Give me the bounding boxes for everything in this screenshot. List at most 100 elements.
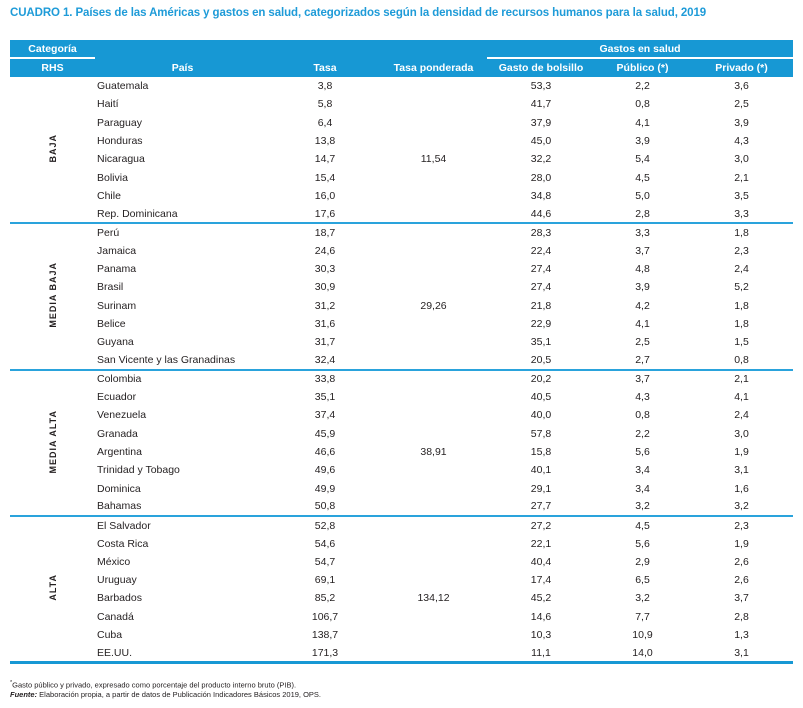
table-row: EE.UU. 171,3 11,1 14,0 3,1 — [10, 644, 793, 662]
table-row: MEDIA BAJA Perú 18,7 28,3 3,3 1,8 — [10, 223, 793, 328]
tasa-cell: 33,8 — [314, 373, 336, 386]
table-row: Panama 30,3 27,4 4,8 2,4 — [10, 260, 793, 278]
tasa-cell: 17,6 — [314, 207, 336, 220]
tasa-ponderada-cell — [380, 388, 487, 406]
table-row: Honduras 13,8 45,0 3,9 4,3 — [10, 132, 793, 150]
tasa-cell: 49,6 — [314, 464, 336, 477]
header-spacer — [95, 40, 487, 58]
gasto-bolsillo-cell: 27,4 — [530, 263, 552, 276]
gasto-bolsillo-cell: 35,1 — [530, 336, 552, 349]
table-group: MEDIA BAJA Perú 18,7 28,3 3,3 1,8 Jamaica 24,6 2… — [10, 223, 794, 370]
tasa-ponderada-cell — [380, 516, 487, 534]
privado-cell: 2,3 — [734, 519, 749, 532]
publico-cell: 0,8 — [635, 409, 650, 422]
tasa-cell: 6,4 — [317, 116, 333, 129]
privado-cell: 2,6 — [734, 555, 749, 568]
privado-cell: 2,1 — [734, 171, 749, 184]
table-row: Bolivia 15,4 28,0 4,5 2,1 — [10, 168, 793, 186]
gasto-bolsillo-cell: 11,1 — [531, 646, 551, 659]
privado-cell: 2,8 — [734, 610, 749, 623]
privado-cell: 3,2 — [734, 500, 749, 513]
publico-cell: 2,7 — [635, 354, 650, 367]
tasa-cell: 31,2 — [314, 299, 336, 312]
pais-cell: Guyana — [97, 336, 134, 349]
gasto-bolsillo-cell: 17,4 — [530, 574, 552, 587]
privado-cell: 1,3 — [734, 629, 749, 642]
publico-cell: 4,5 — [635, 171, 650, 184]
gasto-bolsillo-cell: 37,9 — [530, 116, 552, 129]
tasa-ponderada-cell — [380, 626, 487, 644]
publico-cell: 3,2 — [635, 500, 650, 513]
publico-cell: 3,7 — [635, 373, 650, 386]
table-row: Nicaragua 14,7 11,54 32,2 5,4 3,0 — [10, 150, 793, 168]
privado-cell: 3,3 — [734, 207, 749, 220]
publico-cell: 0,8 — [635, 98, 650, 111]
publico-cell: 2,9 — [635, 555, 650, 568]
table-row: Canadá 106,7 14,6 7,7 2,8 — [10, 608, 793, 626]
tasa-ponderada-cell: 11,54 — [420, 153, 447, 166]
header-gastos-en-salud-group: Gastos en salud — [487, 40, 794, 59]
privado-cell: 1,8 — [734, 227, 749, 240]
tasa-ponderada-cell — [380, 461, 487, 479]
publico-cell: 4,5 — [635, 519, 650, 532]
pais-cell: Costa Rica — [97, 537, 149, 550]
tasa-cell: 15,4 — [314, 171, 336, 184]
pais-cell: Argentina — [97, 446, 142, 459]
tasa-cell: 24,6 — [314, 244, 336, 257]
table-row: Belice 31,6 22,9 4,1 1,8 — [10, 315, 793, 333]
tasa-cell: 5,8 — [317, 98, 333, 111]
gasto-bolsillo-cell: 32,2 — [530, 153, 552, 166]
privado-cell: 1,8 — [734, 318, 749, 330]
tasa-ponderada-cell — [380, 644, 487, 662]
tasa-ponderada-cell — [380, 425, 487, 443]
gasto-bolsillo-cell: 21,8 — [530, 299, 552, 312]
gasto-bolsillo-cell: 57,8 — [530, 427, 552, 440]
tasa-cell: 31,6 — [314, 318, 336, 330]
header-publico: Público (*) — [595, 58, 690, 77]
tasa-ponderada-cell — [380, 242, 487, 260]
tasa-ponderada-cell — [380, 95, 487, 113]
publico-cell: 3,7 — [635, 244, 650, 257]
category-label: BAJA — [47, 133, 58, 163]
tasa-ponderada-cell — [380, 333, 487, 351]
publico-cell: 2,2 — [635, 427, 650, 440]
table-row: Ecuador 35,1 40,5 4,3 4,1 — [10, 388, 793, 406]
tasa-ponderada-cell: 134,12 — [417, 592, 450, 605]
privado-cell: 2,3 — [734, 244, 749, 257]
privado-cell: 3,0 — [734, 427, 749, 440]
table-row: BAJA Guatemala 3,8 53,3 2,2 3,6 — [10, 77, 793, 162]
header-categoria: Categoría — [10, 40, 95, 59]
header-row-bottom: RHS País Tasa Tasa ponderada Gasto de bo… — [10, 58, 794, 77]
publico-cell: 6,5 — [635, 574, 650, 587]
privado-cell: 3,7 — [734, 592, 749, 605]
table-row: Jamaica 24,6 22,4 3,7 2,3 — [10, 242, 793, 260]
table-title: CUADRO 1. Países de las Américas y gasto… — [10, 7, 707, 19]
privado-cell: 1,9 — [734, 446, 749, 459]
tasa-ponderada-cell — [380, 132, 487, 150]
gasto-bolsillo-cell: 15,8 — [530, 446, 552, 459]
privado-cell: 0,8 — [734, 354, 749, 367]
privado-cell: 1,9 — [734, 537, 749, 550]
privado-cell: 2,4 — [734, 263, 749, 276]
tasa-cell: 35,1 — [314, 391, 336, 404]
table-row: Granada 45,9 57,8 2,2 3,0 — [10, 425, 793, 443]
pais-cell: Surinam — [97, 299, 137, 312]
gasto-bolsillo-cell: 29,1 — [530, 482, 552, 495]
footnote-gasto-text: Gasto público y privado, expresado como … — [12, 680, 297, 690]
tasa-cell: 45,9 — [314, 427, 336, 440]
pais-cell: Bolivia — [97, 171, 128, 184]
gasto-bolsillo-cell: 40,0 — [530, 409, 552, 422]
tasa-ponderada-cell — [380, 351, 487, 369]
publico-cell: 3,9 — [635, 135, 650, 148]
pais-cell: Brasil — [97, 281, 124, 294]
tasa-ponderada-cell — [380, 534, 487, 552]
pais-cell: EE.UU. — [97, 646, 133, 659]
pais-cell: Cuba — [97, 629, 123, 642]
privado-cell: 3,6 — [734, 80, 749, 93]
publico-cell: 5,4 — [635, 153, 650, 166]
gasto-bolsillo-cell: 10,3 — [530, 629, 552, 642]
tasa-cell: 54,7 — [314, 555, 336, 568]
tasa-cell: 31,7 — [314, 336, 336, 349]
gasto-bolsillo-cell: 44,6 — [530, 207, 552, 220]
tasa-ponderada-cell: 38,91 — [420, 446, 447, 459]
